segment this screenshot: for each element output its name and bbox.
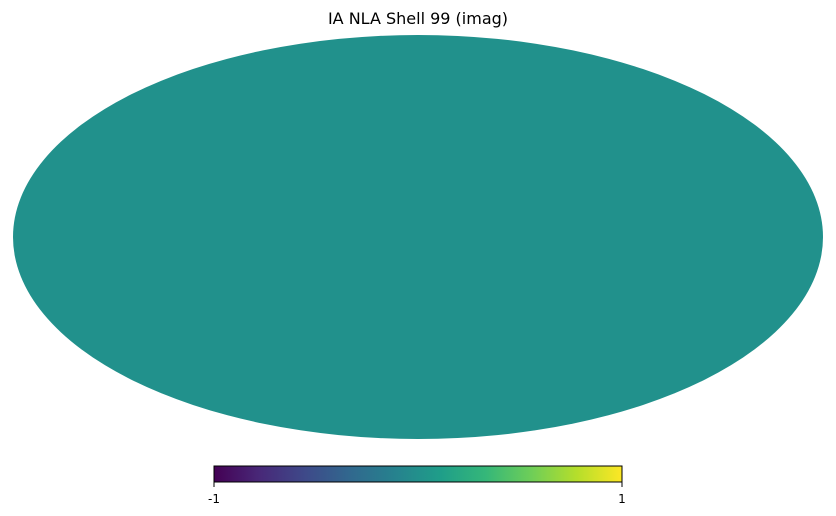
chart-title: IA NLA Shell 99 (imag) — [328, 9, 508, 28]
colorbar-min-label: -1 — [208, 492, 220, 506]
mollweide-map — [13, 35, 823, 439]
colorbar-max-label: 1 — [618, 492, 626, 506]
colorbar — [213, 465, 623, 483]
